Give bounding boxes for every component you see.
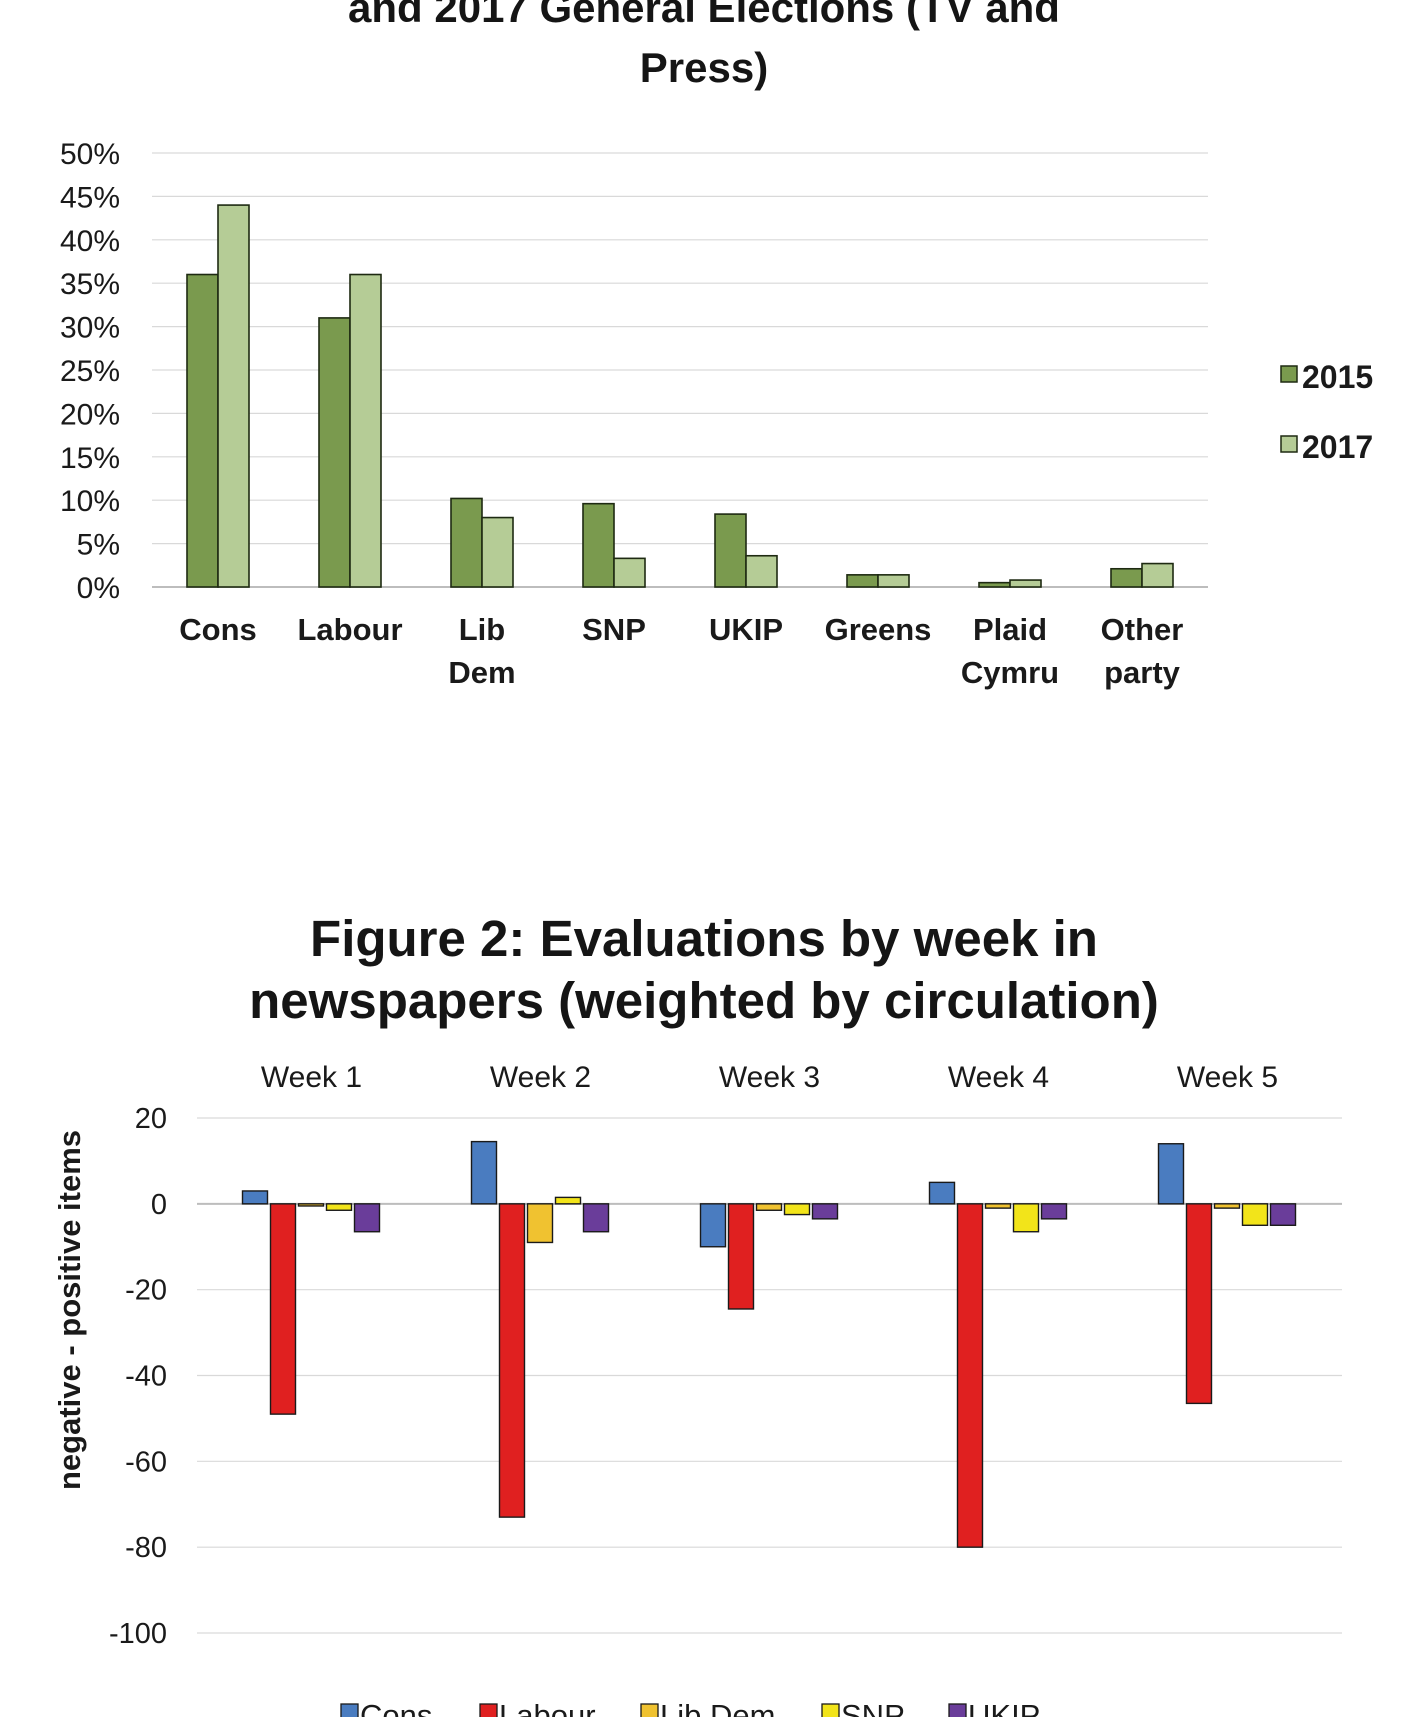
- bar-ukip: [811, 1203, 839, 1220]
- y-axis-label: negative - positive items: [52, 1130, 87, 1490]
- week-label: Week 5: [1177, 1061, 1278, 1094]
- bar-2017: [481, 516, 514, 588]
- y-tick-label: 10%: [60, 485, 120, 518]
- y-tick-label: 15%: [60, 442, 120, 475]
- bar-cons: [928, 1181, 956, 1205]
- y-tick-label: 30%: [60, 312, 120, 345]
- bar-lib-dem: [526, 1203, 554, 1244]
- figure2-title-line1: Figure 2: Evaluations by week in: [310, 910, 1098, 967]
- x-category-label: Cons: [179, 612, 257, 647]
- bar-2017: [877, 574, 910, 588]
- bar-2017: [613, 557, 646, 588]
- bar-labour: [269, 1203, 297, 1415]
- week-label: Week 2: [490, 1061, 591, 1094]
- y-tick-label: 40%: [60, 225, 120, 258]
- bar-lib-dem: [1213, 1203, 1241, 1209]
- bar-2017: [1009, 579, 1042, 588]
- figure1-title: and 2017 General Elections (TV and Press…: [0, 0, 1408, 98]
- y-tick-label: 35%: [60, 268, 120, 301]
- bar-2017: [217, 204, 250, 588]
- bar-lib-dem: [297, 1203, 325, 1207]
- bar-2015: [318, 317, 351, 588]
- x-category-label: UKIP: [709, 612, 783, 647]
- week-label: Week 1: [261, 1061, 362, 1094]
- bar-2015: [450, 497, 483, 588]
- y-tick-label: -80: [125, 1532, 167, 1564]
- y-tick-label: 45%: [60, 181, 120, 214]
- legend-label-snp: SNP: [841, 1698, 905, 1717]
- bar-snp: [1241, 1203, 1269, 1226]
- bar-labour: [1185, 1203, 1213, 1405]
- x-category-label: Plaid: [973, 612, 1047, 647]
- x-category-label: Cymru: [961, 655, 1059, 690]
- bar-cons: [241, 1190, 269, 1205]
- legend-swatch-cons: [340, 1703, 359, 1717]
- bar-labour: [727, 1203, 755, 1310]
- x-category-label: SNP: [582, 612, 646, 647]
- figure2-title: Figure 2: Evaluations by week in newspap…: [0, 908, 1408, 1032]
- x-category-label: party: [1104, 655, 1181, 690]
- figure1-title-line2: Press): [639, 44, 769, 91]
- y-tick-label: -60: [125, 1446, 167, 1478]
- bar-ukip: [582, 1203, 610, 1233]
- x-category-label: Greens: [825, 612, 932, 647]
- legend-label-labour: Labour: [499, 1698, 596, 1717]
- x-category-label: Lib: [459, 612, 506, 647]
- y-tick-label: 20: [135, 1103, 167, 1135]
- x-category-label: Dem: [448, 655, 515, 690]
- bar-lib-dem: [984, 1203, 1012, 1209]
- legend-swatch-snp: [821, 1703, 840, 1717]
- week-label: Week 3: [719, 1061, 820, 1094]
- bar-ukip: [1040, 1203, 1068, 1220]
- legend-swatch-ukip: [948, 1703, 967, 1717]
- bar-cons: [470, 1140, 498, 1205]
- x-category-label: Labour: [297, 612, 402, 647]
- bar-cons: [699, 1203, 727, 1248]
- legend-label-cons: Cons: [360, 1698, 432, 1717]
- legend-swatch-2017: [1280, 435, 1298, 453]
- legend-swatch-2015: [1280, 365, 1298, 383]
- y-tick-label: 50%: [60, 138, 120, 171]
- legend-label-2015: 2015: [1302, 359, 1373, 395]
- bar-lib-dem: [755, 1203, 783, 1211]
- bar-2015: [582, 502, 615, 588]
- y-tick-label: -40: [125, 1361, 167, 1393]
- y-tick-label: 25%: [60, 355, 120, 388]
- bar-snp: [783, 1203, 811, 1216]
- bar-cons: [1157, 1143, 1185, 1205]
- y-tick-label: 20%: [60, 398, 120, 431]
- figure2-title-line2: newspapers (weighted by circulation): [249, 972, 1159, 1029]
- y-tick-label: -100: [109, 1618, 167, 1650]
- bar-2017: [745, 554, 778, 588]
- figure1-chart: 0% 5% 10% 15% 20% 25% 30% 35% 40% 45% 50% Cons Labou…: [60, 138, 1373, 690]
- bar-snp: [554, 1196, 582, 1205]
- legend-label-lib-dem: Lib Dem: [660, 1698, 775, 1717]
- bar-2017: [1141, 562, 1174, 588]
- legend-swatch-labour: [479, 1703, 498, 1717]
- y-tick-label: 0: [151, 1189, 167, 1221]
- bar-snp: [1012, 1203, 1040, 1233]
- legend-swatch-lib-dem: [640, 1703, 659, 1717]
- bar-2017: [349, 273, 382, 588]
- y-tick-label: 5%: [77, 529, 120, 562]
- bar-snp: [325, 1203, 353, 1211]
- x-category-label: Other: [1101, 612, 1184, 647]
- bar-ukip: [1269, 1203, 1297, 1226]
- week-label: Week 4: [948, 1061, 1049, 1094]
- bar-labour: [498, 1203, 526, 1518]
- y-tick-label: -20: [125, 1275, 167, 1307]
- legend-label-2017: 2017: [1302, 429, 1373, 465]
- y-tick-label: 0%: [77, 572, 120, 605]
- bar-2015: [714, 513, 747, 588]
- bar-labour: [956, 1203, 984, 1548]
- bar-ukip: [353, 1203, 381, 1233]
- figure1-title-line1: and 2017 General Elections (TV and: [348, 0, 1060, 31]
- legend-label-ukip: UKIP: [968, 1698, 1040, 1717]
